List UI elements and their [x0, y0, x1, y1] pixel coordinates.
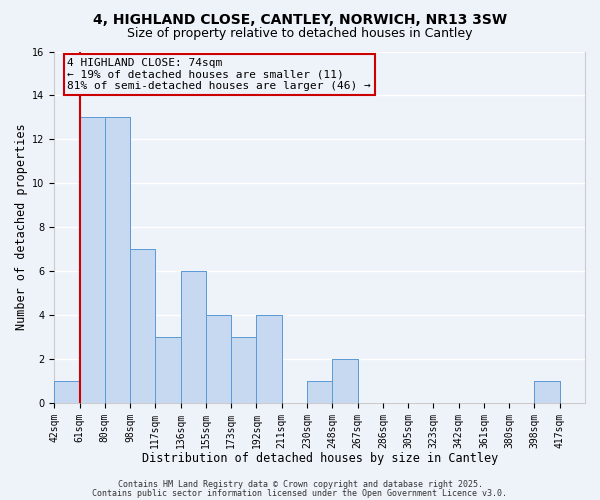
- Bar: [181, 271, 206, 403]
- Bar: [535, 381, 560, 403]
- Y-axis label: Number of detached properties: Number of detached properties: [15, 124, 28, 330]
- Bar: [332, 359, 358, 403]
- Bar: [307, 381, 332, 403]
- Bar: [130, 249, 155, 403]
- Bar: [181, 271, 206, 403]
- Bar: [80, 118, 105, 403]
- Bar: [535, 381, 560, 403]
- Text: 4 HIGHLAND CLOSE: 74sqm
← 19% of detached houses are smaller (11)
81% of semi-de: 4 HIGHLAND CLOSE: 74sqm ← 19% of detache…: [67, 58, 371, 92]
- Text: 4, HIGHLAND CLOSE, CANTLEY, NORWICH, NR13 3SW: 4, HIGHLAND CLOSE, CANTLEY, NORWICH, NR1…: [93, 12, 507, 26]
- Bar: [80, 118, 105, 403]
- X-axis label: Distribution of detached houses by size in Cantley: Distribution of detached houses by size …: [142, 452, 498, 465]
- Bar: [54, 381, 80, 403]
- Bar: [231, 337, 256, 403]
- Bar: [206, 315, 231, 403]
- Bar: [307, 381, 332, 403]
- Bar: [155, 337, 181, 403]
- Bar: [206, 315, 231, 403]
- Text: Contains HM Land Registry data © Crown copyright and database right 2025.: Contains HM Land Registry data © Crown c…: [118, 480, 482, 489]
- Bar: [105, 118, 130, 403]
- Bar: [332, 359, 358, 403]
- Bar: [231, 337, 256, 403]
- Bar: [155, 337, 181, 403]
- Text: Size of property relative to detached houses in Cantley: Size of property relative to detached ho…: [127, 28, 473, 40]
- Bar: [130, 249, 155, 403]
- Bar: [105, 118, 130, 403]
- Bar: [256, 315, 282, 403]
- Bar: [54, 381, 80, 403]
- Bar: [256, 315, 282, 403]
- Text: Contains public sector information licensed under the Open Government Licence v3: Contains public sector information licen…: [92, 488, 508, 498]
